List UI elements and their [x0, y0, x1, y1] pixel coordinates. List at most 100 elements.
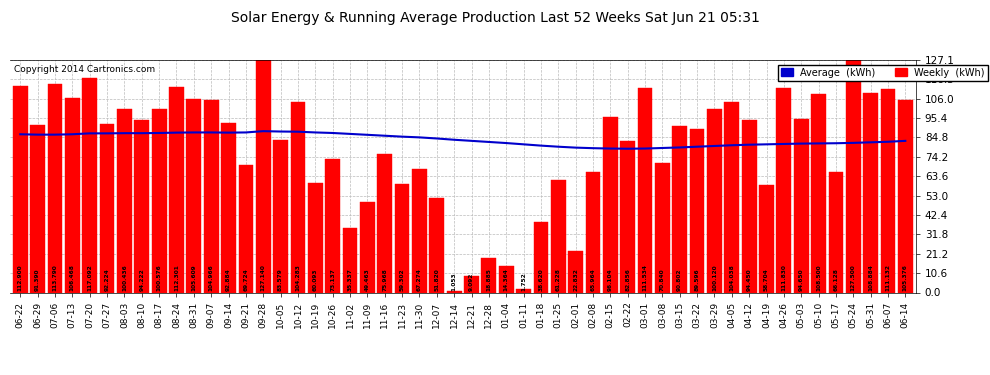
- Bar: [65, 98, 80, 292]
- Bar: [707, 110, 722, 292]
- Bar: [811, 94, 826, 292]
- Text: 100.576: 100.576: [156, 264, 161, 291]
- Text: 38.620: 38.620: [539, 268, 544, 291]
- Text: 73.137: 73.137: [331, 268, 336, 291]
- Bar: [481, 258, 496, 292]
- Text: 105.376: 105.376: [903, 264, 908, 291]
- Text: 67.274: 67.274: [417, 268, 422, 291]
- Bar: [881, 89, 895, 292]
- Bar: [169, 87, 184, 292]
- Bar: [343, 228, 357, 292]
- Text: 113.790: 113.790: [52, 264, 57, 291]
- Bar: [395, 184, 410, 292]
- Bar: [845, 59, 860, 292]
- Text: 1.053: 1.053: [451, 272, 456, 291]
- Bar: [151, 108, 166, 292]
- Bar: [430, 198, 445, 292]
- Text: 9.092: 9.092: [469, 272, 474, 291]
- Bar: [446, 291, 461, 292]
- Text: 82.856: 82.856: [625, 268, 631, 291]
- Text: 60.093: 60.093: [313, 268, 318, 291]
- Bar: [255, 60, 270, 292]
- Text: 91.390: 91.390: [36, 268, 41, 291]
- Text: 35.337: 35.337: [347, 268, 352, 291]
- Bar: [308, 183, 323, 292]
- Text: 92.884: 92.884: [226, 268, 231, 291]
- Bar: [586, 172, 600, 292]
- Bar: [117, 109, 132, 292]
- Text: 127.500: 127.500: [850, 264, 855, 291]
- Bar: [638, 88, 652, 292]
- Text: 94.650: 94.650: [799, 268, 804, 291]
- Text: 61.228: 61.228: [555, 268, 560, 291]
- Bar: [273, 140, 288, 292]
- Text: 49.463: 49.463: [365, 268, 370, 291]
- Text: 100.436: 100.436: [122, 264, 127, 291]
- Text: 112.301: 112.301: [174, 264, 179, 291]
- Bar: [186, 99, 201, 292]
- Bar: [550, 180, 565, 292]
- Text: 14.364: 14.364: [504, 268, 509, 291]
- Text: 106.468: 106.468: [70, 264, 75, 291]
- Bar: [360, 202, 375, 292]
- Bar: [863, 93, 878, 292]
- Text: 111.830: 111.830: [781, 264, 786, 291]
- Text: 96.104: 96.104: [608, 268, 613, 291]
- Bar: [898, 100, 913, 292]
- Bar: [725, 102, 740, 292]
- Bar: [759, 185, 774, 292]
- Text: 111.132: 111.132: [885, 264, 890, 291]
- Text: 89.596: 89.596: [695, 268, 700, 291]
- Bar: [499, 266, 514, 292]
- Bar: [100, 124, 115, 292]
- Text: 59.302: 59.302: [400, 268, 405, 291]
- Bar: [464, 276, 479, 292]
- Bar: [742, 120, 756, 292]
- Text: 70.840: 70.840: [660, 268, 665, 291]
- Bar: [204, 100, 219, 292]
- Text: 69.724: 69.724: [244, 268, 248, 291]
- Bar: [31, 125, 45, 292]
- Text: 18.885: 18.885: [486, 268, 491, 291]
- Text: 1.752: 1.752: [521, 272, 526, 291]
- Bar: [135, 120, 149, 292]
- Bar: [326, 159, 340, 292]
- Bar: [776, 88, 791, 292]
- Text: Solar Energy & Running Average Production Last 52 Weeks Sat Jun 21 05:31: Solar Energy & Running Average Productio…: [231, 11, 759, 25]
- Bar: [829, 171, 843, 292]
- Bar: [690, 129, 705, 292]
- Text: 112.900: 112.900: [18, 264, 23, 291]
- Text: 108.500: 108.500: [816, 264, 821, 291]
- Bar: [568, 251, 583, 292]
- Bar: [221, 123, 236, 292]
- Text: 58.704: 58.704: [764, 268, 769, 291]
- Text: 83.579: 83.579: [278, 268, 283, 291]
- Legend: Average  (kWh), Weekly  (kWh): Average (kWh), Weekly (kWh): [778, 65, 988, 81]
- Text: 94.450: 94.450: [746, 268, 751, 291]
- Bar: [534, 222, 548, 292]
- Text: 104.038: 104.038: [730, 264, 735, 291]
- Text: 92.224: 92.224: [105, 268, 110, 291]
- Bar: [412, 170, 427, 292]
- Bar: [291, 102, 305, 292]
- Text: Copyright 2014 Cartronics.com: Copyright 2014 Cartronics.com: [15, 64, 155, 74]
- Bar: [672, 126, 687, 292]
- Bar: [794, 119, 809, 292]
- Bar: [655, 163, 670, 292]
- Text: 22.832: 22.832: [573, 268, 578, 291]
- Bar: [621, 141, 635, 292]
- Bar: [377, 153, 392, 292]
- Text: 65.964: 65.964: [590, 268, 595, 291]
- Bar: [82, 78, 97, 292]
- Text: 127.140: 127.140: [260, 264, 265, 291]
- Bar: [48, 84, 62, 292]
- Text: 66.128: 66.128: [834, 268, 839, 291]
- Text: 104.283: 104.283: [295, 264, 301, 291]
- Text: 75.968: 75.968: [382, 268, 387, 291]
- Bar: [13, 86, 28, 292]
- Bar: [239, 165, 253, 292]
- Text: 111.534: 111.534: [643, 264, 647, 291]
- Bar: [516, 289, 531, 292]
- Text: 90.802: 90.802: [677, 268, 682, 291]
- Text: 94.222: 94.222: [140, 268, 145, 291]
